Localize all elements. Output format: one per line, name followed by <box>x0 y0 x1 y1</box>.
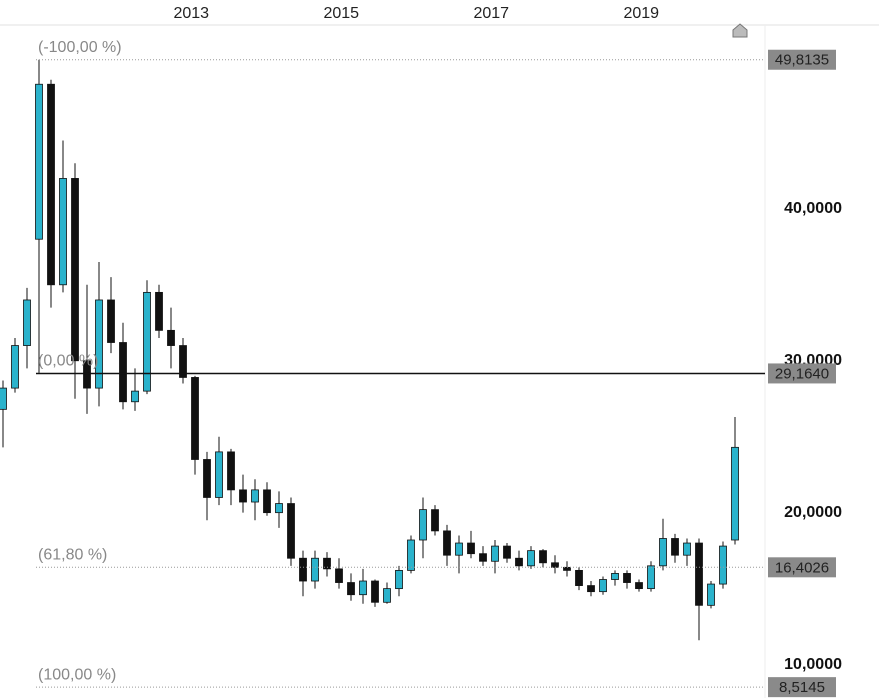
candle-body <box>539 550 547 564</box>
candle-body <box>719 545 727 585</box>
fib-value-box <box>768 677 836 698</box>
candle-body <box>323 557 331 570</box>
candle-body <box>59 178 67 286</box>
candle-body <box>587 585 595 593</box>
candle-body <box>335 568 343 583</box>
candle-body <box>35 83 43 240</box>
candle-body <box>95 299 103 389</box>
candle-body <box>71 178 79 362</box>
candle-body <box>635 582 643 590</box>
candle-body <box>527 550 535 567</box>
candle-body <box>83 360 91 389</box>
candle-body <box>671 538 679 556</box>
candle-body <box>227 451 235 491</box>
y-tick-label: 10,0000 <box>784 656 842 673</box>
fib-value-label: 16,4026 <box>775 559 829 576</box>
candle-body <box>239 489 247 503</box>
candle-body <box>395 569 403 590</box>
candle-body <box>383 588 391 603</box>
candle-body <box>407 539 415 571</box>
candle-body <box>515 557 523 567</box>
candle-body <box>683 542 691 556</box>
candle-body <box>431 509 439 532</box>
x-tick-label: 2013 <box>173 5 209 22</box>
candle-body <box>347 582 355 596</box>
candle-body <box>551 562 559 568</box>
candle-body <box>659 538 667 567</box>
x-tick-label: 2015 <box>323 5 359 22</box>
candle-body <box>203 459 211 498</box>
candle-body <box>491 545 499 562</box>
y-tick-label: 20,0000 <box>784 504 842 521</box>
candle-body <box>455 542 463 556</box>
fib-value-label: 49,8135 <box>775 52 829 69</box>
candle-body <box>707 583 715 606</box>
candle-body <box>623 573 631 583</box>
x-tick-label: 2019 <box>623 5 659 22</box>
candle-body <box>11 345 19 389</box>
candle-body <box>467 542 475 555</box>
candle-body <box>275 503 283 514</box>
fib-level-label: (100,00 %) <box>38 666 116 683</box>
fib-value-box <box>768 363 836 384</box>
fib-level-label: (0,00 %) <box>38 353 98 370</box>
candle-body <box>119 342 127 403</box>
candle-body <box>263 489 271 514</box>
candle-body <box>179 345 187 378</box>
candle-body <box>107 299 115 343</box>
fib-value-box <box>768 557 836 578</box>
candle-body <box>143 291 151 392</box>
candle-body <box>419 509 427 541</box>
candle-body <box>731 446 739 541</box>
fib-level-label: (61,80 %) <box>38 547 107 564</box>
candle-body <box>359 580 367 596</box>
candle-body <box>647 565 655 590</box>
candle-body <box>371 580 379 603</box>
candle-body <box>575 569 583 586</box>
candle-body <box>299 557 307 582</box>
y-tick-label: 40,0000 <box>784 200 842 217</box>
candle-body <box>479 553 487 562</box>
fib-value-label: 29,1640 <box>775 365 829 382</box>
home-icon[interactable] <box>732 23 748 38</box>
candle-body <box>155 291 163 331</box>
candle-body <box>695 542 703 606</box>
candle-body <box>131 390 139 403</box>
candle-body <box>47 83 55 286</box>
candle-body <box>611 573 619 580</box>
candle-body <box>167 329 175 346</box>
candle-body <box>599 579 607 593</box>
candle-body <box>23 299 31 346</box>
x-tick-label: 2017 <box>473 5 509 22</box>
candle-body <box>443 530 451 556</box>
fib-value-label: 8,5145 <box>779 679 825 696</box>
fib-level-label: (-100,00 %) <box>38 39 122 56</box>
candle-body <box>311 557 319 582</box>
candle-body <box>191 377 199 460</box>
candle-body <box>287 503 295 559</box>
candle-body <box>503 545 511 559</box>
fib-value-box <box>768 49 836 70</box>
candle-body <box>251 489 259 503</box>
candle-body <box>215 451 223 498</box>
candle-body <box>0 387 7 410</box>
